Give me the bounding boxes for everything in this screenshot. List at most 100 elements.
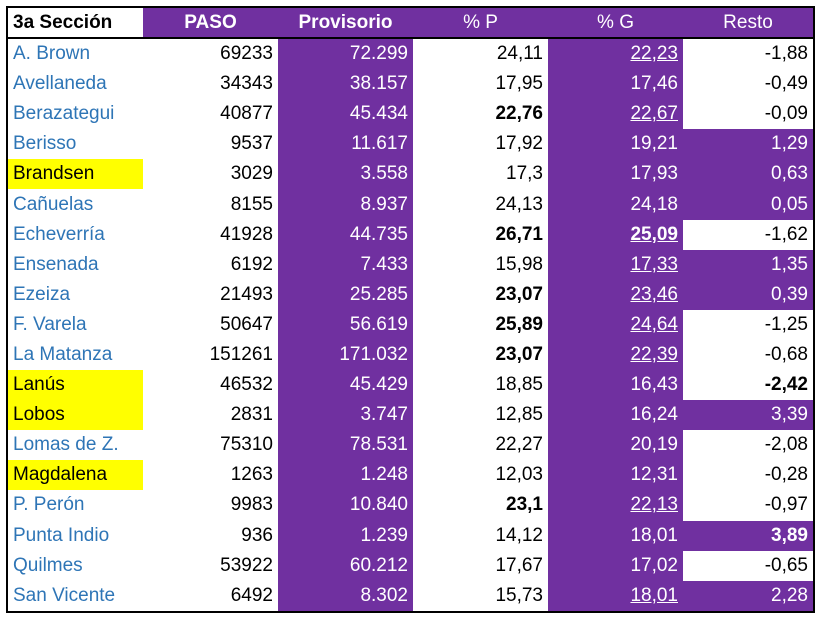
percent-p-cell[interactable]: 15,73 — [413, 580, 548, 611]
paso-cell[interactable]: 9983 — [143, 490, 278, 521]
resto-cell[interactable]: 1,29 — [683, 129, 813, 160]
percent-p-cell[interactable]: 24,11 — [413, 38, 548, 70]
percent-g-cell[interactable]: 24,18 — [548, 189, 683, 220]
resto-cell[interactable]: 0,63 — [683, 159, 813, 190]
provisorio-cell[interactable]: 60.212 — [278, 550, 413, 581]
municipality-cell[interactable]: Ezeiza — [13, 283, 71, 305]
provisorio-cell[interactable]: 11.617 — [278, 129, 413, 160]
provisorio-cell[interactable]: 38.157 — [278, 69, 413, 100]
header-percent-p[interactable]: % P — [413, 8, 548, 39]
header-percent-g[interactable]: % G — [548, 8, 683, 39]
paso-cell[interactable]: 8155 — [143, 189, 278, 220]
paso-cell[interactable]: 9537 — [143, 129, 278, 160]
provisorio-cell[interactable]: 7.433 — [278, 249, 413, 280]
percent-g-cell[interactable]: 17,93 — [548, 159, 683, 190]
paso-cell[interactable]: 1263 — [143, 460, 278, 491]
header-paso[interactable]: PASO — [143, 8, 278, 39]
resto-cell[interactable]: 3,39 — [683, 400, 813, 431]
paso-cell[interactable]: 6192 — [143, 249, 278, 280]
municipality-cell[interactable]: Berisso — [13, 133, 77, 155]
percent-p-cell[interactable]: 15,98 — [413, 249, 548, 280]
percent-p-cell[interactable]: 18,85 — [413, 370, 548, 401]
paso-cell[interactable]: 21493 — [143, 279, 278, 310]
provisorio-cell[interactable]: 171.032 — [278, 339, 413, 371]
provisorio-cell[interactable]: 56.619 — [278, 309, 413, 340]
percent-p-cell[interactable]: 17,95 — [413, 69, 548, 100]
paso-cell[interactable]: 41928 — [143, 219, 278, 250]
municipality-cell[interactable]: San Vicente — [13, 584, 116, 606]
resto-cell[interactable]: 0,39 — [683, 279, 813, 310]
percent-g-cell[interactable]: 22,23 — [548, 38, 683, 70]
percent-p-cell[interactable]: 23,1 — [413, 490, 548, 521]
percent-g-cell[interactable]: 22,13 — [548, 490, 683, 521]
percent-g-cell[interactable]: 17,02 — [548, 550, 683, 581]
resto-cell[interactable]: -0,97 — [683, 490, 813, 521]
percent-g-cell[interactable]: 16,43 — [548, 370, 683, 401]
resto-cell[interactable]: -0,65 — [683, 550, 813, 581]
percent-g-cell[interactable]: 24,64 — [548, 309, 683, 340]
paso-cell[interactable]: 3029 — [143, 159, 278, 190]
paso-cell[interactable]: 46532 — [143, 370, 278, 401]
provisorio-cell[interactable]: 25.285 — [278, 279, 413, 310]
provisorio-cell[interactable]: 45.429 — [278, 370, 413, 401]
percent-p-cell[interactable]: 23,07 — [413, 279, 548, 310]
municipality-cell[interactable]: Echeverría — [13, 223, 105, 245]
paso-cell[interactable]: 151261 — [143, 339, 278, 371]
provisorio-cell[interactable]: 8.937 — [278, 189, 413, 220]
percent-g-cell[interactable]: 23,46 — [548, 279, 683, 310]
header-provisorio[interactable]: Provisorio — [278, 8, 413, 39]
paso-cell[interactable]: 936 — [143, 520, 278, 551]
resto-cell[interactable]: 3,89 — [683, 520, 813, 551]
municipality-cell[interactable]: A. Brown — [13, 43, 91, 65]
percent-g-cell[interactable]: 18,01 — [548, 580, 683, 611]
municipality-cell[interactable]: F. Varela — [13, 313, 87, 335]
percent-g-cell[interactable]: 17,46 — [548, 69, 683, 100]
percent-g-cell[interactable]: 17,33 — [548, 249, 683, 280]
resto-cell[interactable]: -0,28 — [683, 460, 813, 491]
provisorio-cell[interactable]: 8.302 — [278, 580, 413, 611]
municipality-cell[interactable]: P. Perón — [13, 494, 85, 516]
municipality-cell[interactable]: Lomas de Z. — [13, 434, 119, 456]
percent-p-cell[interactable]: 17,3 — [413, 159, 548, 190]
percent-g-cell[interactable]: 18,01 — [548, 520, 683, 551]
resto-cell[interactable]: 1,35 — [683, 249, 813, 280]
municipality-cell[interactable]: Avellaneda — [13, 73, 107, 95]
percent-p-cell[interactable]: 24,13 — [413, 189, 548, 220]
percent-p-cell[interactable]: 25,89 — [413, 309, 548, 340]
municipality-cell[interactable]: Lanús — [8, 370, 143, 401]
percent-g-cell[interactable]: 19,21 — [548, 129, 683, 160]
resto-cell[interactable]: -0,09 — [683, 99, 813, 130]
paso-cell[interactable]: 34343 — [143, 69, 278, 100]
provisorio-cell[interactable]: 1.239 — [278, 520, 413, 551]
paso-cell[interactable]: 69233 — [143, 38, 278, 70]
municipality-cell[interactable]: Brandsen — [8, 159, 143, 190]
resto-cell[interactable]: 2,28 — [683, 580, 813, 611]
resto-cell[interactable]: -0,68 — [683, 339, 813, 371]
provisorio-cell[interactable]: 45.434 — [278, 99, 413, 130]
percent-p-cell[interactable]: 14,12 — [413, 520, 548, 551]
provisorio-cell[interactable]: 3.558 — [278, 159, 413, 190]
resto-cell[interactable]: -1,88 — [683, 38, 813, 70]
paso-cell[interactable]: 40877 — [143, 99, 278, 130]
municipality-cell[interactable]: Quilmes — [13, 554, 83, 576]
percent-g-cell[interactable]: 16,24 — [548, 400, 683, 431]
percent-p-cell[interactable]: 17,67 — [413, 550, 548, 581]
paso-cell[interactable]: 75310 — [143, 430, 278, 461]
percent-p-cell[interactable]: 22,76 — [413, 99, 548, 130]
percent-g-cell[interactable]: 22,39 — [548, 339, 683, 371]
paso-cell[interactable]: 50647 — [143, 309, 278, 340]
municipality-cell[interactable]: La Matanza — [13, 343, 113, 365]
resto-cell[interactable]: -0,49 — [683, 69, 813, 100]
percent-g-cell[interactable]: 25,09 — [548, 219, 683, 250]
header-section[interactable]: 3a Sección — [8, 8, 143, 39]
resto-cell[interactable]: -1,62 — [683, 219, 813, 250]
percent-p-cell[interactable]: 12,03 — [413, 460, 548, 491]
provisorio-cell[interactable]: 78.531 — [278, 430, 413, 461]
percent-g-cell[interactable]: 20,19 — [548, 430, 683, 461]
percent-g-cell[interactable]: 12,31 — [548, 460, 683, 491]
percent-p-cell[interactable]: 22,27 — [413, 430, 548, 461]
percent-p-cell[interactable]: 17,92 — [413, 129, 548, 160]
municipality-cell[interactable]: Magdalena — [8, 460, 143, 491]
municipality-cell[interactable]: Cañuelas — [13, 193, 94, 215]
paso-cell[interactable]: 2831 — [143, 400, 278, 431]
